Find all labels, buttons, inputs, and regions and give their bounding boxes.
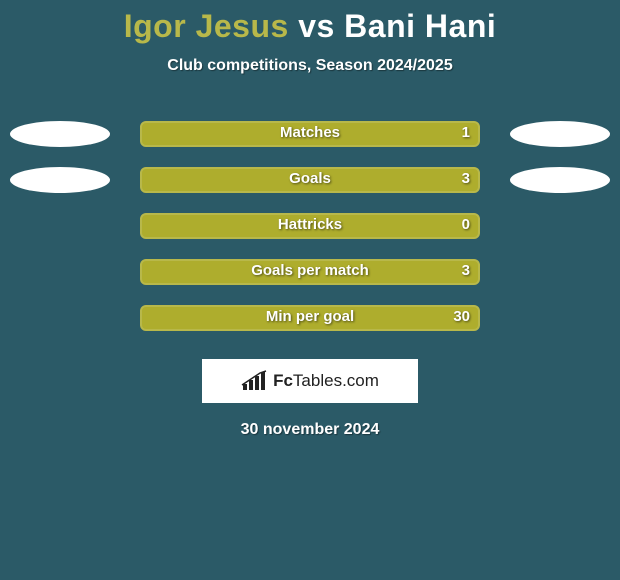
player-b-name: Bani Hani: [344, 8, 496, 44]
title-vs: vs: [289, 8, 344, 44]
brand-rest: Tables.com: [293, 371, 379, 390]
page-title: Igor Jesus vs Bani Hani: [0, 0, 620, 45]
stat-row: Hattricks 0: [0, 203, 620, 249]
stat-label: Goals: [289, 170, 331, 187]
stat-label: Matches: [280, 124, 340, 141]
right-ellipse-icon: [510, 167, 610, 193]
stat-row: Min per goal 30: [0, 295, 620, 341]
stat-row: Matches 1: [0, 111, 620, 157]
stat-label: Goals per match: [251, 262, 369, 279]
comparison-infographic: Igor Jesus vs Bani Hani Club competition…: [0, 0, 620, 580]
subtitle: Club competitions, Season 2024/2025: [0, 57, 620, 75]
stat-value: 1: [462, 124, 470, 141]
bar-chart-icon: [241, 370, 267, 392]
stat-value: 3: [462, 170, 470, 187]
stat-row: Goals per match 3: [0, 249, 620, 295]
stat-value: 3: [462, 262, 470, 279]
brand-text: FcTables.com: [273, 371, 379, 391]
left-ellipse-icon: [10, 167, 110, 193]
brand-logo: FcTables.com: [202, 359, 418, 403]
date-text: 30 november 2024: [0, 421, 620, 439]
right-ellipse-icon: [510, 121, 610, 147]
stat-label: Hattricks: [278, 216, 342, 233]
stat-value: 0: [462, 216, 470, 233]
stat-value: 30: [453, 308, 470, 325]
stat-rows: Matches 1 Goals 3 Hattricks 0 Goals per …: [0, 111, 620, 341]
stat-label: Min per goal: [266, 308, 354, 325]
left-ellipse-icon: [10, 121, 110, 147]
stat-row: Goals 3: [0, 157, 620, 203]
player-a-name: Igor Jesus: [124, 8, 289, 44]
brand-bold: Fc: [273, 371, 293, 390]
